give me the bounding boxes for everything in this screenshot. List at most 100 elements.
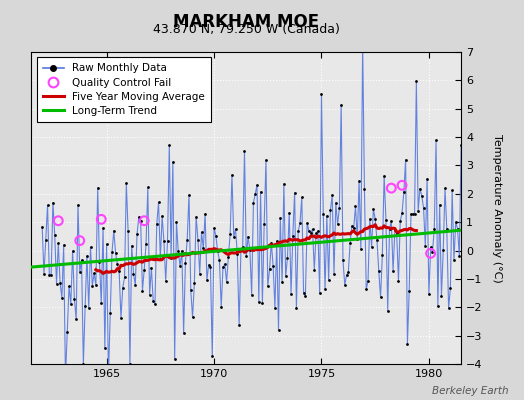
Point bbox=[253, 182, 261, 188]
Point bbox=[75, 269, 84, 275]
Point bbox=[230, 234, 238, 240]
Point bbox=[385, 226, 394, 233]
Point bbox=[430, 226, 439, 232]
Point bbox=[224, 253, 233, 260]
Point bbox=[450, 257, 458, 263]
Point bbox=[283, 255, 292, 261]
Point bbox=[56, 280, 64, 286]
Point bbox=[275, 327, 283, 334]
Point bbox=[373, 237, 381, 244]
Point bbox=[357, 246, 365, 252]
Point bbox=[432, 137, 440, 144]
Point bbox=[412, 78, 421, 84]
Point bbox=[97, 300, 105, 306]
Point bbox=[249, 200, 258, 206]
Point bbox=[251, 191, 259, 197]
Point bbox=[326, 207, 335, 213]
Point bbox=[292, 305, 301, 311]
Point bbox=[172, 219, 181, 225]
Point bbox=[367, 244, 376, 250]
Point bbox=[346, 240, 354, 246]
Point bbox=[361, 186, 369, 192]
Point bbox=[308, 226, 316, 232]
Point bbox=[364, 278, 372, 284]
Point bbox=[135, 214, 143, 220]
Point bbox=[285, 210, 293, 216]
Point bbox=[41, 237, 50, 243]
Point bbox=[235, 322, 243, 329]
Point bbox=[391, 226, 399, 233]
Point bbox=[341, 282, 349, 288]
Point bbox=[70, 296, 79, 303]
Point bbox=[127, 242, 136, 249]
Point bbox=[281, 273, 290, 280]
Text: 43.870 N, 79.250 W (Canada): 43.870 N, 79.250 W (Canada) bbox=[153, 23, 340, 36]
Point bbox=[215, 257, 224, 264]
Point bbox=[258, 300, 267, 306]
Point bbox=[375, 268, 383, 274]
Point bbox=[54, 240, 62, 246]
Point bbox=[124, 228, 133, 235]
Point bbox=[371, 216, 379, 222]
Point bbox=[398, 210, 406, 216]
Point bbox=[126, 360, 134, 367]
Point bbox=[382, 216, 390, 223]
Point bbox=[335, 205, 344, 211]
Point bbox=[353, 235, 362, 242]
Point bbox=[342, 272, 351, 278]
Point bbox=[190, 280, 199, 286]
Point bbox=[201, 210, 209, 217]
Point bbox=[351, 203, 359, 210]
Point bbox=[405, 287, 413, 294]
Point bbox=[140, 266, 148, 273]
Point bbox=[144, 184, 152, 190]
Point bbox=[332, 200, 340, 206]
Point bbox=[301, 293, 310, 299]
Point bbox=[242, 253, 250, 260]
Point bbox=[310, 266, 319, 273]
Point bbox=[455, 253, 464, 260]
Point bbox=[174, 248, 182, 254]
Point bbox=[384, 308, 392, 314]
Point bbox=[129, 270, 138, 277]
Point bbox=[427, 250, 435, 256]
Point bbox=[189, 314, 197, 321]
Point bbox=[416, 186, 424, 192]
Point bbox=[328, 192, 336, 198]
Point bbox=[344, 269, 353, 276]
Legend: Raw Monthly Data, Quality Control Fail, Five Year Moving Average, Long-Term Tren: Raw Monthly Data, Quality Control Fail, … bbox=[37, 57, 211, 122]
Point bbox=[323, 212, 331, 219]
Point bbox=[181, 259, 190, 266]
Point bbox=[256, 188, 265, 195]
Point bbox=[262, 157, 270, 163]
Point bbox=[319, 211, 328, 217]
Point bbox=[462, 219, 471, 226]
Point bbox=[60, 242, 68, 248]
Point bbox=[419, 204, 428, 211]
Point bbox=[418, 192, 426, 199]
Point bbox=[355, 178, 363, 184]
Point bbox=[400, 189, 408, 195]
Point bbox=[222, 279, 231, 285]
Point bbox=[67, 301, 75, 307]
Point bbox=[147, 265, 156, 271]
Point bbox=[358, 41, 367, 48]
Point bbox=[457, 142, 465, 148]
Point bbox=[183, 236, 191, 243]
Point bbox=[435, 202, 444, 208]
Point bbox=[106, 310, 114, 316]
Point bbox=[86, 244, 95, 250]
Point bbox=[387, 218, 396, 224]
Point bbox=[290, 189, 299, 196]
Point bbox=[437, 293, 445, 299]
Point bbox=[112, 250, 120, 256]
Point bbox=[131, 282, 139, 288]
Point bbox=[213, 248, 222, 254]
Point bbox=[176, 263, 184, 269]
Point bbox=[195, 270, 204, 277]
Point bbox=[296, 220, 304, 226]
Point bbox=[75, 238, 84, 244]
Point bbox=[307, 230, 315, 236]
Point bbox=[206, 264, 215, 270]
Point bbox=[84, 305, 93, 311]
